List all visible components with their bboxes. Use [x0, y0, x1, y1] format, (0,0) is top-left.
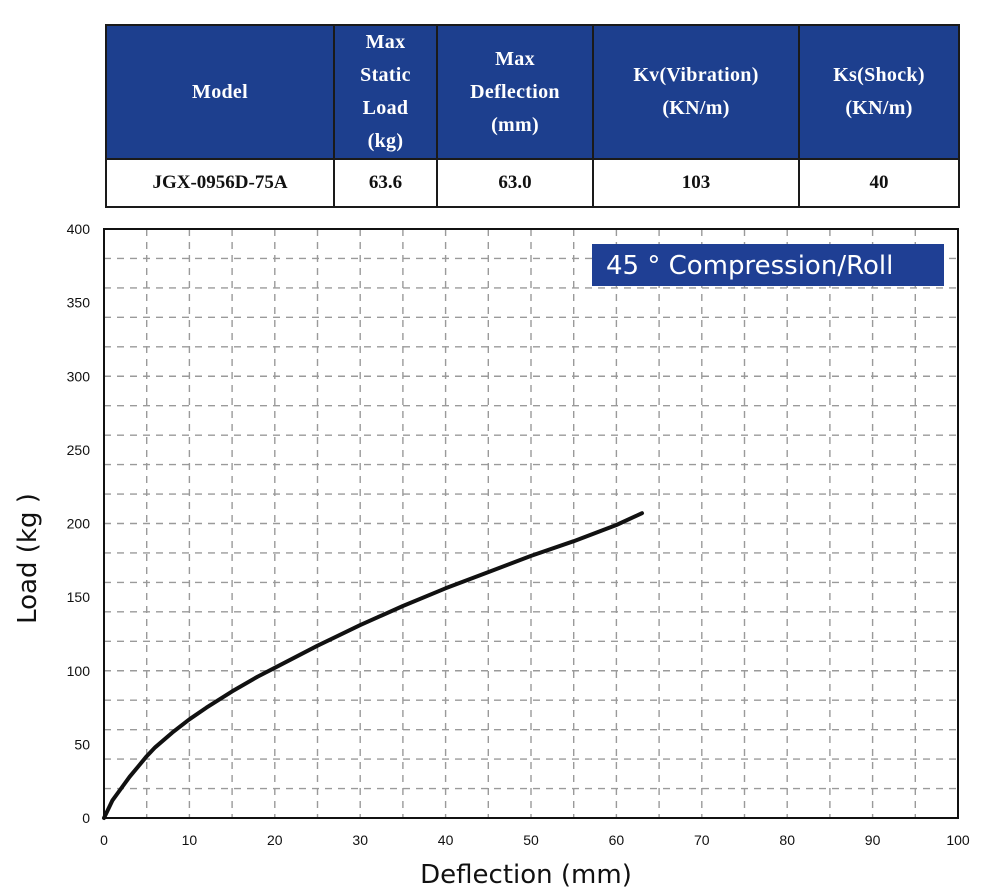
plot-frame	[103, 228, 959, 819]
y-tick-label: 200	[67, 516, 91, 532]
x-tick-label: 40	[438, 832, 454, 848]
legend-label: 45 ° Compression/Roll	[606, 251, 893, 281]
legend: 45 ° Compression/Roll	[592, 244, 944, 286]
spec-data-row: JGX-0956D-75A 63.6 63.0 103 40	[105, 158, 960, 208]
x-tick-label: 70	[694, 832, 710, 848]
y-tick-label: 150	[67, 589, 91, 605]
x-tick-label: 80	[779, 832, 795, 848]
series-line-compression-roll	[102, 511, 644, 820]
x-tick-label: 0	[100, 832, 108, 848]
x-tick-label: 10	[182, 832, 198, 848]
y-tick-label: 0	[82, 810, 90, 826]
x-tick-label: 100	[946, 832, 970, 848]
x-tick-label: 30	[352, 832, 368, 848]
y-tick-label: 250	[67, 442, 91, 458]
header-kv-vibration: Kv(Vibration) (KN/m)	[592, 24, 800, 160]
curve-layer	[102, 511, 644, 820]
x-tick-label: 90	[865, 832, 881, 848]
cell-model: JGX-0956D-75A	[105, 158, 335, 208]
header-ks-shock: Ks(Shock) (KN/m)	[798, 24, 960, 160]
y-tick-label: 400	[67, 221, 91, 237]
x-tick-label: 20	[267, 832, 283, 848]
y-tick-label: 50	[74, 736, 90, 752]
header-model: Model	[105, 24, 335, 160]
cell-kv-vibration: 103	[592, 158, 800, 208]
x-axis-title: Deflection (mm)	[420, 860, 632, 890]
y-tick-label: 350	[67, 295, 91, 311]
y-tick-label: 100	[67, 663, 91, 679]
cell-ks-shock: 40	[798, 158, 960, 208]
grid	[104, 229, 958, 818]
legend-box	[592, 244, 944, 286]
x-tick-label: 60	[609, 832, 625, 848]
header-max-deflection: Max Deflection (mm)	[436, 24, 594, 160]
spec-header-row: Model Max Static Load (kg) Max Deflection (mm…	[105, 24, 960, 160]
load-deflection-chart: 0 10 20 30 40 50 60 70 80 90 100 0 50 100 150 200 250 300…	[13, 221, 970, 890]
y-tick-label: 300	[67, 368, 91, 384]
x-tick-label: 50	[523, 832, 539, 848]
header-max-static-load: Max Static Load (kg)	[333, 24, 438, 160]
cell-max-static-load: 63.6	[333, 158, 438, 208]
y-axis-title: Load (kg )	[13, 493, 43, 624]
spec-table: Model Max Static Load (kg) Max Deflection (mm…	[105, 24, 960, 208]
tick-labels: 0 10 20 30 40 50 60 70 80 90 100 0 50 100 150 200 250 300…	[67, 221, 970, 848]
cell-max-deflection: 63.0	[436, 158, 594, 208]
